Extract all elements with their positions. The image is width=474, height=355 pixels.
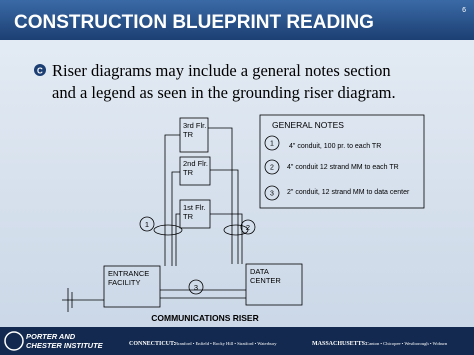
footer-logo (4, 331, 24, 351)
room-label: 1st Flr. (183, 203, 206, 212)
room-label: TR (183, 130, 194, 139)
general-notes: GENERAL NOTES 1 4" conduit, 100 pr. to e… (259, 114, 425, 209)
ground-line (62, 288, 104, 312)
marker-label: 2 (246, 223, 250, 232)
notes-box (259, 114, 425, 209)
page-number: 6 (462, 7, 466, 14)
header-band (0, 0, 474, 40)
footer-state: CONNECTICUT: (129, 341, 176, 347)
riser-line (160, 289, 246, 299)
room-label: ENTRANCE (108, 269, 149, 278)
room-box (103, 265, 161, 308)
marker-label: 3 (194, 283, 198, 292)
room-label: FACILITY (108, 278, 141, 287)
room-box (245, 263, 303, 306)
footer-band (0, 327, 474, 355)
note-text: 4" conduit 12 strand MM to each TR (287, 164, 399, 171)
note-marker (264, 185, 280, 201)
footer-towns: Canton • Chicopee • Westborough • Woburn (366, 341, 448, 346)
note-number: 3 (270, 191, 274, 198)
bullet-icon (34, 64, 46, 76)
riser-line (208, 127, 243, 264)
conduit-ring (153, 224, 183, 236)
note-text: 4" conduit, 100 pr. to each TR (289, 143, 381, 150)
diagram-caption: COMMUNICATIONS RISER (151, 313, 259, 323)
note-text: 2" conduit, 12 strand MM to data center (287, 189, 410, 196)
footer-logo-text: PORTER AND (26, 332, 76, 341)
bullet-text: and a legend as seen in the grounding ri… (52, 83, 396, 102)
marker-label: 1 (145, 220, 149, 229)
footer-towns: Branford • Enfield • Rocky Hill • Stratf… (175, 341, 277, 346)
note-marker (264, 135, 280, 151)
room-label: TR (183, 212, 194, 221)
room-label: DATA (250, 267, 269, 276)
footer-state: MASSACHUSETTS: (312, 341, 367, 347)
marker (240, 219, 256, 235)
footer-logo-text: CHESTER INSTITUTE (26, 341, 104, 350)
marker (139, 216, 155, 232)
room-label: 2nd Flr. (183, 159, 208, 168)
conduit-ring (223, 224, 249, 236)
room-box (179, 156, 211, 186)
slide-title: CONSTRUCTION BLUEPRINT READING (14, 12, 374, 33)
room-label: CENTER (250, 276, 281, 285)
note-number: 1 (270, 141, 274, 148)
bullet-text: Riser diagrams may include a general not… (52, 61, 391, 80)
riser-diagram: 1 2 3 3rd Flr. TR 2nd Flr. TR 1st Flr. T… (62, 117, 303, 323)
marker (188, 279, 204, 295)
room-label: 3rd Flr. (183, 121, 206, 130)
note-number: 2 (270, 165, 274, 172)
bullet-icon-glyph: C (37, 67, 43, 76)
room-label: TR (183, 168, 194, 177)
notes-title: GENERAL NOTES (272, 120, 344, 130)
note-marker (264, 159, 280, 175)
